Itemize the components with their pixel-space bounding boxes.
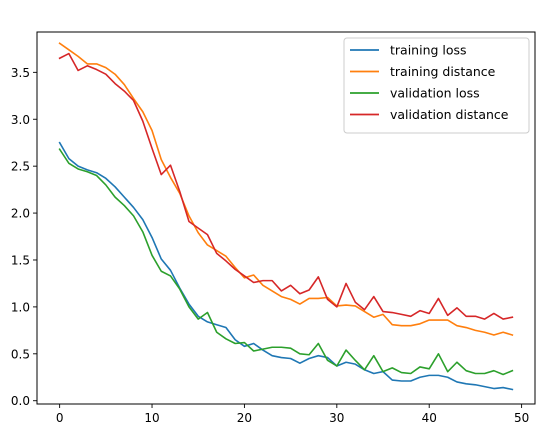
x-tick-label: 40	[422, 411, 437, 425]
x-axis: 0 10 20 30 40 50	[56, 404, 529, 425]
y-tick-label: 2.5	[11, 160, 30, 174]
x-tick-label: 0	[56, 411, 64, 425]
legend: training loss training distance validation…	[343, 37, 530, 134]
y-tick-label: 1.5	[11, 253, 30, 267]
y-tick-label: 2.0	[11, 207, 30, 221]
legend-label: training loss	[390, 43, 467, 58]
x-tick-label: 50	[514, 411, 529, 425]
x-tick-label: 10	[144, 411, 159, 425]
x-tick-label: 20	[237, 411, 252, 425]
y-axis: 0.0 0.5 1.0 1.5 2.0 2.5 3.0 3.5	[11, 66, 37, 408]
y-tick-label: 3.0	[11, 113, 30, 127]
axes-frame	[36, 31, 536, 405]
series-line-training-distance	[58, 42, 514, 337]
y-tick-label: 1.0	[11, 300, 30, 314]
legend-label: training distance	[390, 64, 496, 79]
series-line-validation-loss	[58, 148, 514, 376]
x-tick-label: 30	[329, 411, 344, 425]
series-line-training-loss	[58, 141, 514, 391]
legend-label: validation loss	[390, 86, 480, 101]
y-tick-label: 0.0	[11, 394, 30, 408]
y-tick-label: 0.5	[11, 347, 30, 361]
series-layer	[58, 42, 514, 391]
legend-box	[343, 37, 530, 134]
series-line-validation-distance	[58, 52, 514, 320]
legend-label: validation distance	[390, 107, 509, 122]
y-tick-label: 3.5	[11, 66, 30, 80]
